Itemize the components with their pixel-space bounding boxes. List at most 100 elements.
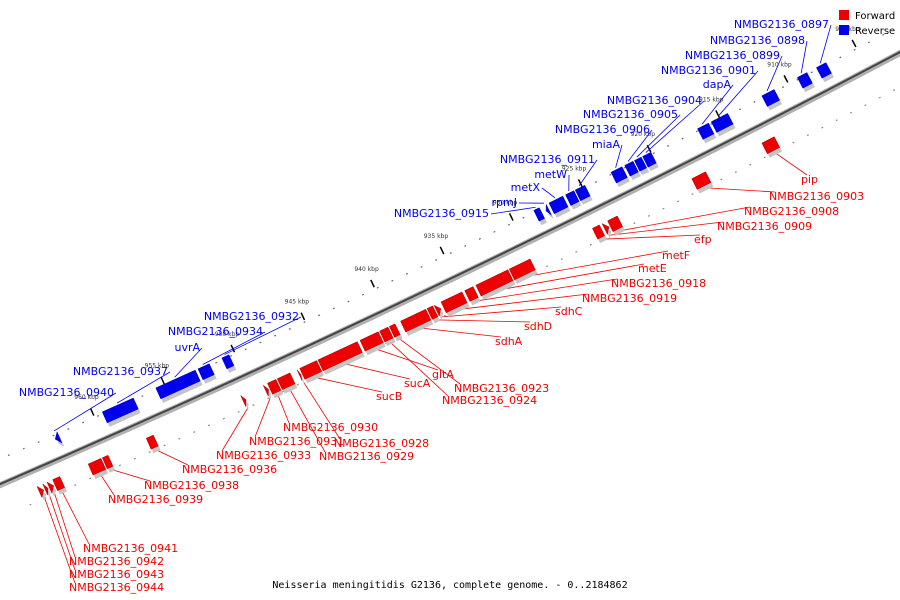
ruler-dot <box>647 214 651 217</box>
gene-efp[interactable] <box>592 224 605 240</box>
gene-nmbg2136-0909[interactable] <box>601 223 610 236</box>
gene-uvra[interactable] <box>155 369 201 400</box>
gene-nmbg2136-0908[interactable] <box>607 215 623 232</box>
gene-label-nmbg2136-0943[interactable]: NMBG2136_0943 <box>69 568 164 581</box>
gene-nmbg2136-0933[interactable] <box>240 395 247 407</box>
gene-label-suca[interactable]: sucA <box>404 377 431 390</box>
gene-label-uvra[interactable]: uvrA <box>174 341 200 354</box>
gene-nmbg2136-0936[interactable] <box>145 434 159 450</box>
leader-line-nmbg2136-0901 <box>718 70 759 117</box>
gene-label-nmbg2136-0936[interactable]: NMBG2136_0936 <box>182 463 277 476</box>
gene-label-nmbg2136-0924[interactable]: NMBG2136_0924 <box>442 394 537 407</box>
gene-metw[interactable] <box>565 190 580 206</box>
gene-nmbg2136-0904[interactable] <box>642 151 657 168</box>
gene-label-nmbg2136-0941[interactable]: NMBG2136_0941 <box>83 542 178 555</box>
gene-nmbg2136-0923[interactable] <box>389 323 401 338</box>
gene-label-nmbg2136-0911[interactable]: NMBG2136_0911 <box>500 153 595 166</box>
gene-label-nmbg2136-0897[interactable]: NMBG2136_0897 <box>734 18 829 31</box>
gene-label-sdhd[interactable]: sdhD <box>524 320 552 333</box>
gene-miaa[interactable] <box>610 166 628 184</box>
gene-nmbg2136-0943[interactable] <box>42 483 49 496</box>
gene-nmbg2136-0898[interactable] <box>796 72 813 89</box>
gene-label-miaa[interactable]: miaA <box>592 138 621 151</box>
gene-label-nmbg2136-0906[interactable]: NMBG2136_0906 <box>555 123 650 136</box>
gene-label-nmbg2136-0908[interactable]: NMBG2136_0908 <box>744 205 839 218</box>
gene-nmbg2136-0905[interactable] <box>634 156 647 172</box>
gene-label-nmbg2136-0903[interactable]: NMBG2136_0903 <box>769 190 864 203</box>
gene-nmbg2136-0897[interactable] <box>816 62 832 79</box>
gene-label-sdha[interactable]: sdhA <box>495 335 523 348</box>
gene-metf[interactable] <box>508 258 536 281</box>
gene-label-nmbg2136-0918[interactable]: NMBG2136_0918 <box>611 277 706 290</box>
gene-metx[interactable] <box>548 195 569 215</box>
gene-label-nmbg2136-0930[interactable]: NMBG2136_0930 <box>283 421 378 434</box>
gene-label-metx[interactable]: metX <box>511 181 541 194</box>
gene-glta[interactable] <box>359 331 384 352</box>
gene-label-nmbg2136-0937[interactable]: NMBG2136_0937 <box>73 365 168 378</box>
gene-nmbg2136-0929[interactable] <box>276 372 296 390</box>
gene-nmbg2136-0906[interactable] <box>624 160 639 177</box>
ruler-dot <box>493 230 496 233</box>
gene-label-nmbg2136-0939[interactable]: NMBG2136_0939 <box>108 493 203 506</box>
gene-nmbg2136-0931[interactable] <box>263 385 269 397</box>
gene-nmbg2136-0918[interactable] <box>464 286 479 302</box>
gene-label-metw[interactable]: metW <box>534 168 567 181</box>
gene-nmbg2136-0928[interactable] <box>296 369 303 381</box>
gene-nmbg2136-0934[interactable] <box>197 363 215 381</box>
gene-nmbg2136-0919[interactable] <box>440 291 468 314</box>
gene-label-nmbg2136-0944[interactable]: NMBG2136_0944 <box>69 581 164 594</box>
ruler-dot <box>207 424 211 427</box>
gene-label-metf[interactable]: metF <box>662 249 690 262</box>
gene-label-nmbg2136-0898[interactable]: NMBG2136_0898 <box>710 34 805 47</box>
gene-label-nmbg2136-0899[interactable]: NMBG2136_0899 <box>685 49 780 62</box>
gene-label-efp[interactable]: efp <box>694 233 712 246</box>
gene-nmbg2136-0940[interactable] <box>54 431 63 444</box>
gene-label-nmbg2136-0934[interactable]: NMBG2136_0934 <box>168 325 263 338</box>
gene-label-nmbg2136-0932[interactable]: NMBG2136_0932 <box>204 310 299 323</box>
gene-label-nmbg2136-0928[interactable]: NMBG2136_0928 <box>334 437 429 450</box>
gene-nmbg2136-0938[interactable] <box>102 454 114 470</box>
gene-sdhd[interactable] <box>426 305 439 320</box>
gene-pip[interactable] <box>761 136 781 155</box>
gene-label-nmbg2136-0919[interactable]: NMBG2136_0919 <box>582 292 677 305</box>
gene-label-rpmj[interactable]: rpmJ <box>492 196 517 209</box>
gene-sucb[interactable] <box>299 360 322 380</box>
gene-label-nmbg2136-0904[interactable]: NMBG2136_0904 <box>607 94 702 107</box>
gene-nmbg2136-0937[interactable] <box>101 397 139 424</box>
gene-label-nmbg2136-0923[interactable]: NMBG2136_0923 <box>454 382 549 395</box>
gene-label-sdhc[interactable]: sdhC <box>555 305 583 318</box>
gene-label-dapa[interactable]: dapA <box>703 78 732 91</box>
gene-label-nmbg2136-0933[interactable]: NMBG2136_0933 <box>216 449 311 462</box>
gene-nmbg2136-0924[interactable] <box>379 326 394 343</box>
gene-mete[interactable] <box>475 269 514 297</box>
gene-rpmj[interactable] <box>545 204 552 216</box>
gene-label-mete[interactable]: metE <box>638 262 667 275</box>
gene-nmbg2136-0930[interactable] <box>267 379 282 395</box>
gene-sdhc[interactable] <box>433 304 442 317</box>
gene-label-nmbg2136-0938[interactable]: NMBG2136_0938 <box>144 479 239 492</box>
gene-nmbg2136-0915[interactable] <box>533 207 545 222</box>
gene-label-nmbg2136-0929[interactable]: NMBG2136_0929 <box>319 450 414 463</box>
gene-label-nmbg2136-0931[interactable]: NMBG2136_0931 <box>249 435 344 448</box>
gene-nmbg2136-0901[interactable] <box>710 113 734 133</box>
gene-label-glta[interactable]: gltA <box>432 368 454 381</box>
gene-label-nmbg2136-0901[interactable]: NMBG2136_0901 <box>661 64 756 77</box>
gene-dapa[interactable] <box>697 122 715 140</box>
gene-nmbg2136-0899[interactable] <box>761 89 780 107</box>
gene-label-sucb[interactable]: sucB <box>376 390 402 403</box>
gene-label-nmbg2136-0940[interactable]: NMBG2136_0940 <box>19 386 114 399</box>
gene-nmbg2136-0903[interactable] <box>691 171 712 190</box>
gene-nmbg2136-0911[interactable] <box>574 184 591 202</box>
gene-label-nmbg2136-0915[interactable]: NMBG2136_0915 <box>394 207 489 220</box>
gene-label-pip[interactable]: pip <box>801 173 818 186</box>
gene-label-nmbg2136-0909[interactable]: NMBG2136_0909 <box>717 220 812 233</box>
gene-nmbg2136-0941[interactable] <box>52 476 65 491</box>
gene-suca[interactable] <box>317 341 363 372</box>
gene-nmbg2136-0939[interactable] <box>87 458 107 476</box>
gene-label-nmbg2136-0942[interactable]: NMBG2136_0942 <box>69 555 164 568</box>
gene-nmbg2136-0942[interactable] <box>46 481 54 494</box>
gene-sdha[interactable] <box>400 308 432 333</box>
gene-nmbg2136-0944[interactable] <box>36 485 45 499</box>
gene-nmbg2136-0932[interactable] <box>221 354 235 370</box>
gene-label-nmbg2136-0905[interactable]: NMBG2136_0905 <box>583 108 678 121</box>
